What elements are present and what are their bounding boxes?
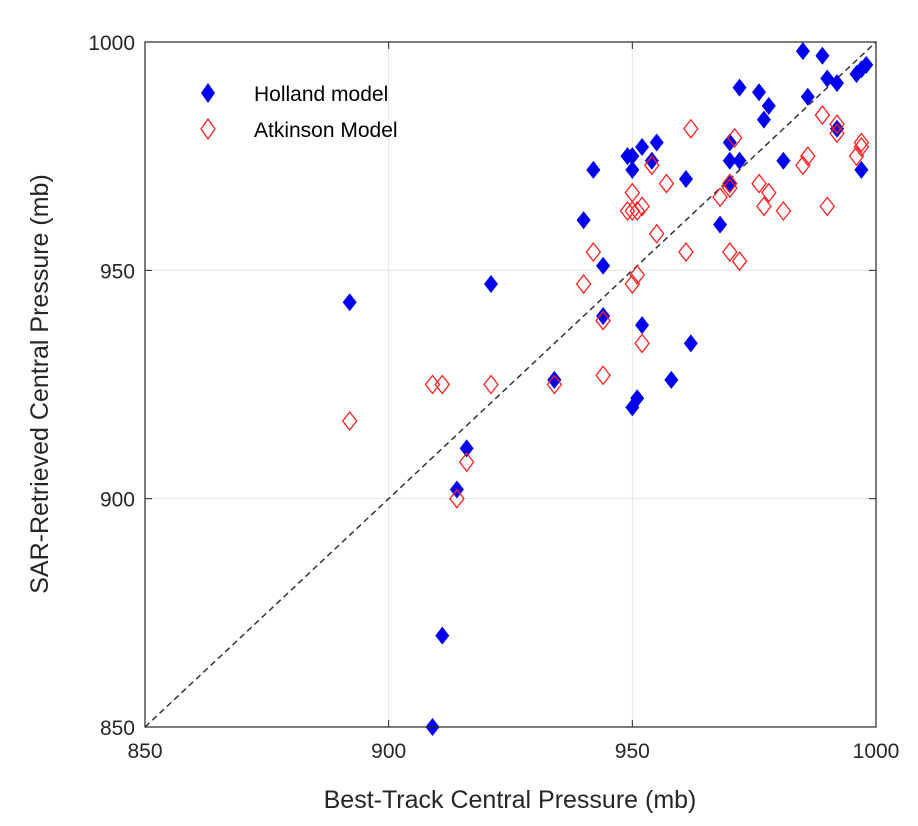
x-tick-label: 900 — [371, 740, 406, 763]
atkinson-point — [634, 196, 650, 217]
legend-atkinson-label: Atkinson Model — [254, 119, 398, 142]
atkinson-point — [848, 146, 865, 167]
atkinson-point — [712, 187, 728, 208]
holland-point — [484, 275, 499, 294]
atkinson-point — [634, 333, 650, 354]
atkinson-point — [658, 173, 675, 194]
atkinson-point — [546, 374, 563, 395]
y-tick-label: 950 — [100, 260, 135, 283]
holland-point — [586, 160, 601, 179]
holland-point — [635, 138, 650, 157]
holland-point — [576, 211, 591, 230]
holland-point — [625, 147, 640, 166]
atkinson-point — [483, 374, 499, 395]
atkinson-point — [624, 182, 641, 203]
x-axis-label: Best-Track Central Pressure (mb) — [324, 786, 697, 814]
atkinson-point — [648, 223, 665, 244]
holland-point — [596, 307, 611, 325]
atkinson-point — [595, 365, 611, 386]
atkinson-point — [829, 123, 845, 144]
holland-point — [713, 215, 728, 234]
atkinson-point — [829, 114, 845, 135]
holland-point — [752, 83, 767, 102]
x-tick-label: 950 — [615, 740, 650, 763]
y-tick-label: 900 — [100, 489, 135, 512]
holland-point — [649, 133, 664, 152]
holland-point — [859, 55, 874, 74]
atkinson-point — [819, 196, 836, 217]
x-axis-ticks: 850 900 950 1000 — [127, 42, 899, 763]
legend-holland-label: Holland model — [254, 83, 388, 106]
atkinson-point — [629, 264, 646, 285]
y-tick-label: 1000 — [88, 32, 135, 55]
holland-point — [596, 256, 611, 275]
atkinson-point — [756, 196, 772, 217]
atkinson-point — [458, 452, 475, 473]
holland-point — [756, 110, 771, 129]
holland-point — [630, 389, 645, 408]
holland-point — [776, 151, 791, 170]
holland-point — [815, 46, 830, 65]
holland-series — [342, 42, 874, 736]
atkinson-point — [731, 251, 748, 272]
legend: Holland model Atkinson Model — [200, 83, 398, 142]
holland-point — [732, 151, 747, 170]
atkinson-point — [751, 173, 767, 194]
atkinson-point — [853, 132, 870, 153]
atkinson-point — [449, 488, 465, 509]
atkinson-point — [799, 146, 816, 167]
y-axis-ticks: 850 900 950 1000 — [88, 32, 876, 740]
atkinson-point — [726, 127, 743, 148]
atkinson-point — [853, 136, 870, 158]
atkinson-point — [595, 310, 611, 331]
holland-point — [795, 42, 810, 61]
holland-point — [635, 316, 650, 335]
holland-point — [435, 626, 450, 645]
atkinson-point — [795, 155, 811, 176]
holland-point — [761, 96, 776, 115]
atkinson-point — [760, 182, 777, 203]
y-axis-label: SAR-Retrieved Central Pressure (mb) — [26, 174, 54, 594]
holland-point — [830, 74, 845, 93]
plot-border — [144, 41, 877, 728]
legend-holland-marker — [201, 83, 215, 103]
atkinson-point — [585, 242, 602, 263]
holland-point — [459, 439, 474, 458]
holland-point — [678, 170, 693, 188]
atkinson-point — [629, 200, 646, 222]
atkinson-point — [434, 374, 451, 395]
holland-point — [644, 151, 659, 170]
x-tick-label: 1000 — [853, 740, 900, 763]
atkinson-point — [682, 118, 699, 139]
holland-point — [664, 370, 679, 389]
atkinson-point — [624, 273, 641, 295]
y-tick-label: 850 — [100, 717, 135, 740]
holland-point — [722, 151, 737, 170]
holland-point — [342, 293, 357, 312]
holland-point — [683, 334, 698, 353]
atkinson-point — [814, 105, 831, 126]
holland-point — [547, 370, 562, 389]
atkinson-point — [721, 242, 738, 263]
atkinson-point — [644, 155, 660, 176]
holland-point — [800, 87, 815, 106]
holland-point — [625, 160, 640, 179]
x-tick-label: 850 — [127, 740, 162, 763]
atkinson-point — [678, 242, 694, 263]
atkinson-series — [341, 105, 870, 509]
reference-line — [144, 41, 877, 728]
atkinson-point — [575, 273, 592, 295]
atkinson-point — [775, 200, 792, 222]
holland-point — [830, 119, 845, 138]
atkinson-point — [721, 173, 738, 194]
legend-atkinson-marker — [200, 117, 216, 141]
holland-point — [732, 78, 747, 97]
atkinson-point — [721, 178, 738, 199]
holland-point — [854, 160, 869, 179]
atkinson-point — [341, 410, 358, 432]
holland-point — [722, 133, 737, 152]
